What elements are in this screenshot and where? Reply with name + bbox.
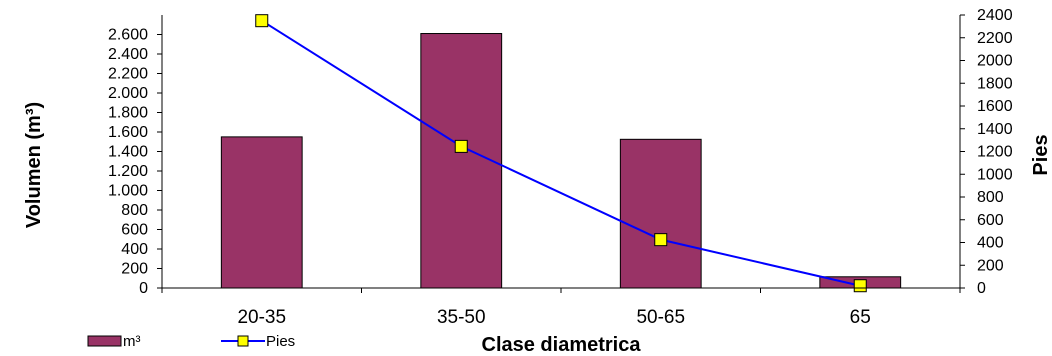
right-tick-label: 1200 <box>977 144 1013 161</box>
left-tick-label: 2.600 <box>108 27 148 44</box>
left-tick-label: 1.400 <box>108 144 148 161</box>
legend-swatch-volume <box>87 335 122 347</box>
point-pies <box>853 279 867 293</box>
x-category-label: 20-35 <box>237 307 286 328</box>
left-tick-label: 1.200 <box>108 163 148 180</box>
left-axis-ticks: 0 200 400 600 800 1.000 1.200 1.400 1.600 1.800 2.… <box>108 27 162 297</box>
right-tick-label: 2200 <box>977 30 1013 47</box>
left-tick-label: 1.800 <box>108 105 148 122</box>
left-tick-label: 2.000 <box>108 85 148 102</box>
right-tick-label: 2000 <box>977 53 1013 70</box>
left-tick-label: 200 <box>121 261 148 278</box>
right-tick-label: 400 <box>977 235 1004 252</box>
right-tick-label: 800 <box>977 189 1004 206</box>
left-tick-label: 1.000 <box>108 183 148 200</box>
right-tick-label: 1600 <box>977 98 1013 115</box>
bar-volume <box>420 33 503 289</box>
right-tick-label: 1000 <box>977 166 1013 183</box>
point-pies <box>255 14 269 28</box>
left-tick-label: 800 <box>121 202 148 219</box>
point-pies <box>454 139 468 153</box>
left-tick-label: 1.600 <box>108 124 148 141</box>
left-tick-label: 2.400 <box>108 46 148 63</box>
line-pies <box>261 19 861 287</box>
bar-volume <box>619 138 702 289</box>
left-tick-label: 400 <box>121 241 148 258</box>
point-pies <box>654 233 668 247</box>
right-tick-label: 2400 <box>977 7 1013 24</box>
legend-label-pies: Pies <box>266 333 295 350</box>
right-axis-title: Pies <box>1030 134 1052 175</box>
left-tick-label: 600 <box>121 222 148 239</box>
left-tick-label: 0 <box>139 280 148 297</box>
left-tick-label: 2.200 <box>108 66 148 83</box>
line-series-pies <box>255 14 867 293</box>
x-category-label: 35-50 <box>437 307 486 328</box>
x-axis-ticks: 20-35 35-50 50-65 65 <box>161 288 961 328</box>
left-axis-title: Volumen (m³) <box>23 102 45 228</box>
right-tick-label: 1400 <box>977 121 1013 138</box>
x-axis-title: Clase diametrica <box>482 334 642 356</box>
bar-volume <box>220 136 303 289</box>
legend: m³ Pies <box>87 333 295 350</box>
right-tick-label: 200 <box>977 257 1004 274</box>
right-tick-label: 0 <box>977 280 986 297</box>
bar-series-volume <box>220 33 902 289</box>
x-category-label: 50-65 <box>636 307 685 328</box>
right-tick-label: 1800 <box>977 75 1013 92</box>
legend-label-volume: m³ <box>123 333 141 350</box>
right-tick-label: 600 <box>977 212 1004 229</box>
x-category-label: 65 <box>850 307 871 328</box>
legend-marker-pies <box>237 335 249 347</box>
right-axis-ticks: 0 200 400 600 800 1000 1200 1400 1600 1800 2000 220… <box>960 7 1013 297</box>
